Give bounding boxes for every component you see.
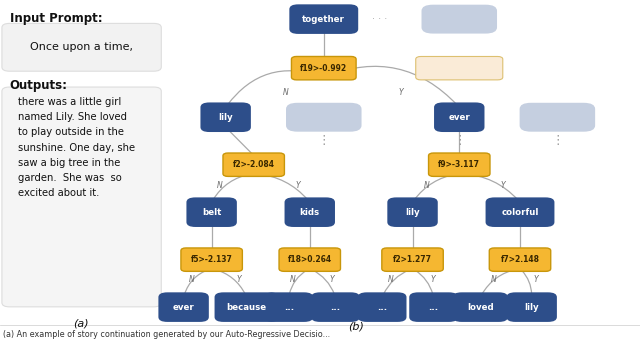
Text: ...: ... [377, 303, 387, 312]
FancyBboxPatch shape [382, 248, 444, 271]
FancyBboxPatch shape [422, 5, 497, 34]
Text: loved: loved [467, 303, 493, 312]
Text: Input Prompt:: Input Prompt: [10, 12, 102, 25]
Text: ⋮: ⋮ [453, 135, 465, 148]
Text: Y: Y [500, 181, 505, 190]
FancyBboxPatch shape [429, 153, 490, 176]
Text: f9>-3.117: f9>-3.117 [438, 160, 480, 169]
FancyBboxPatch shape [2, 23, 161, 71]
Text: together: together [302, 15, 345, 24]
FancyBboxPatch shape [520, 103, 595, 132]
Text: f2>-2.084: f2>-2.084 [233, 160, 275, 169]
Text: ...: ... [284, 303, 294, 312]
FancyBboxPatch shape [223, 153, 284, 176]
Text: f5>-2.137: f5>-2.137 [191, 255, 232, 264]
FancyBboxPatch shape [416, 56, 503, 80]
Text: Y: Y [236, 276, 241, 284]
Text: N: N [188, 276, 194, 284]
Text: lily: lily [218, 113, 233, 122]
FancyBboxPatch shape [286, 103, 362, 132]
Text: because: because [227, 303, 267, 312]
Text: ...: ... [330, 303, 340, 312]
FancyBboxPatch shape [506, 292, 557, 322]
FancyBboxPatch shape [186, 197, 237, 227]
Text: Y: Y [430, 276, 435, 284]
Text: ever: ever [449, 113, 470, 122]
Text: belt: belt [202, 208, 221, 217]
FancyBboxPatch shape [2, 87, 161, 307]
FancyBboxPatch shape [291, 56, 356, 80]
Text: (b): (b) [349, 321, 364, 331]
FancyBboxPatch shape [387, 197, 438, 227]
Text: Y: Y [296, 181, 300, 190]
FancyBboxPatch shape [181, 248, 243, 271]
FancyBboxPatch shape [214, 292, 279, 322]
FancyBboxPatch shape [486, 197, 554, 227]
FancyBboxPatch shape [452, 292, 508, 322]
FancyBboxPatch shape [489, 248, 550, 271]
Text: ever: ever [173, 303, 195, 312]
FancyBboxPatch shape [264, 292, 313, 322]
Text: ...: ... [429, 303, 438, 312]
Text: Y: Y [330, 276, 335, 284]
Text: lily: lily [405, 208, 420, 217]
Text: ⋮: ⋮ [317, 135, 330, 148]
Text: (a) An example of story continuation generated by our Auto-Regressive Decisio...: (a) An example of story continuation gen… [3, 330, 330, 338]
FancyBboxPatch shape [289, 4, 358, 34]
Text: N: N [282, 88, 288, 97]
Text: (a): (a) [74, 318, 89, 328]
Text: f18>0.264: f18>0.264 [288, 255, 332, 264]
Text: Y: Y [533, 276, 538, 284]
Text: f19>-0.992: f19>-0.992 [300, 64, 348, 73]
FancyBboxPatch shape [358, 292, 406, 322]
Text: N: N [424, 181, 429, 190]
Text: f2>1.277: f2>1.277 [393, 255, 432, 264]
FancyBboxPatch shape [311, 292, 360, 322]
FancyBboxPatch shape [285, 197, 335, 227]
FancyBboxPatch shape [434, 103, 484, 132]
Text: f7>2.148: f7>2.148 [500, 255, 540, 264]
FancyBboxPatch shape [159, 292, 209, 322]
Text: N: N [217, 181, 223, 190]
Text: ⋮: ⋮ [551, 135, 564, 148]
Text: kids: kids [300, 208, 320, 217]
Text: Once upon a time,: Once upon a time, [30, 42, 132, 53]
FancyBboxPatch shape [279, 248, 340, 271]
Text: · · ·: · · · [372, 14, 387, 24]
Text: lily: lily [524, 303, 539, 312]
Text: colorful: colorful [501, 208, 539, 217]
Text: N: N [290, 276, 296, 284]
Text: Outputs:: Outputs: [10, 79, 68, 92]
Text: Y: Y [398, 88, 403, 97]
Text: N: N [491, 276, 497, 284]
FancyBboxPatch shape [409, 292, 458, 322]
Text: there was a little girl
named Lily. She loved
to play outside in the
sunshine. O: there was a little girl named Lily. She … [18, 97, 135, 198]
FancyBboxPatch shape [200, 103, 251, 132]
Text: N: N [388, 276, 394, 284]
